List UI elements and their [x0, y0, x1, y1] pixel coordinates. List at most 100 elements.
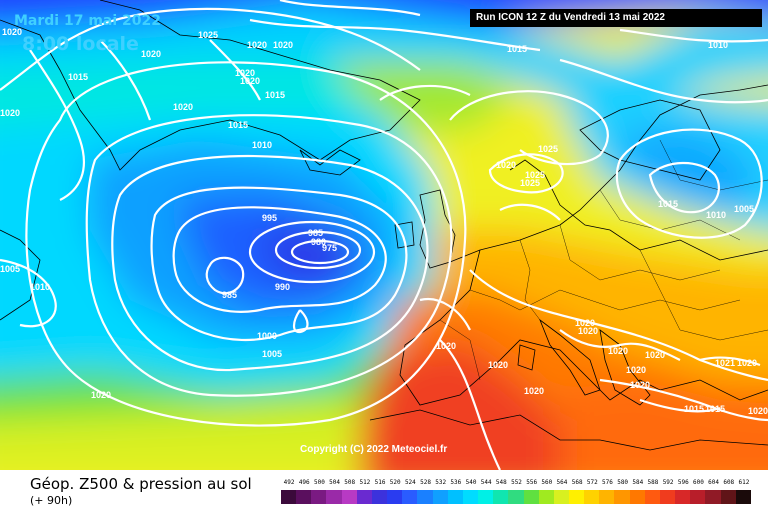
isobar-label: 1020 — [524, 386, 544, 396]
isobar-label: 995 — [262, 213, 277, 223]
scale-swatch — [599, 490, 615, 504]
isobar-label: 1020 — [578, 326, 598, 336]
isobar-label: 1010 — [708, 40, 728, 50]
scale-swatch — [508, 490, 524, 504]
model-run-label: Run ICON 12 Z du Vendredi 13 mai 2022 — [470, 9, 762, 27]
scale-swatch — [690, 490, 706, 504]
isobar-label: 1020 — [488, 360, 508, 370]
scale-swatch — [462, 490, 479, 504]
isobar-label: 1010 — [30, 282, 50, 292]
scale-swatch — [371, 490, 388, 504]
isobar-label: 1020 — [0, 108, 20, 118]
scale-swatch — [720, 490, 736, 504]
color-scale-ticks: 492 496 500 504 508 512 516 520 524 528 532 536 540 5… — [281, 479, 751, 489]
scale-swatch — [659, 490, 676, 504]
isobar-label: 975 — [322, 243, 337, 253]
scale-swatch — [629, 490, 645, 504]
scale-tick-label: 496 — [298, 479, 310, 486]
scale-tick-label: 520 — [389, 479, 401, 486]
scale-tick-label: 504 — [329, 479, 340, 486]
isobar-label: 1020 — [608, 346, 628, 356]
isobar-label: 1015 — [705, 404, 725, 414]
valid-date: Mardi 17 mai 2022 — [14, 13, 162, 29]
isobar-label: 1015 — [68, 72, 88, 82]
isobar-label: 1025 — [520, 178, 540, 188]
isobar-label: 985 — [308, 228, 323, 238]
scale-swatch — [432, 490, 448, 504]
valid-time: 8:00 locale — [22, 33, 139, 55]
isobar-label: 1020 — [626, 365, 646, 375]
scale-swatch — [447, 490, 463, 504]
isobar-label: 1020 — [645, 350, 665, 360]
scale-tick-label: 492 — [283, 479, 295, 486]
isobar-label: 1020 — [273, 40, 293, 50]
scale-swatch — [387, 490, 403, 504]
scale-tick-label: 596 — [677, 479, 689, 486]
scale-tick-label: 508 — [344, 479, 356, 486]
isobar-label: 1020 — [247, 40, 267, 50]
isobar-label: 1000 — [257, 331, 277, 341]
scale-tick-label: 500 — [313, 479, 325, 486]
scale-tick-label: 552 — [511, 479, 522, 486]
isobar-label: 990 — [275, 282, 290, 292]
scale-swatch — [735, 490, 751, 504]
isobar-label: 1010 — [252, 140, 272, 150]
isobar-label: 1025 — [525, 170, 545, 180]
scale-tick-label: 556 — [526, 479, 538, 486]
scale-tick-label: 584 — [632, 479, 644, 486]
scale-swatch — [402, 490, 418, 504]
scale-tick-label: 576 — [602, 479, 613, 486]
isobar-label: 1020 — [91, 390, 111, 400]
scale-swatch — [644, 490, 660, 504]
isobar-label: 1005 — [0, 264, 20, 274]
scale-swatch — [326, 490, 342, 504]
product-title: Géop. Z500 & pression au sol — [30, 475, 252, 493]
scale-tick-label: 528 — [420, 479, 431, 486]
isobar-label: 1015 — [265, 90, 285, 100]
scale-tick-label: 608 — [723, 479, 735, 486]
scale-tick-label: 524 — [404, 479, 416, 486]
scale-tick-label: 604 — [708, 479, 720, 486]
isobar-labels: 1020 1025 1015 1010 1020 1020 1020 1020 … — [0, 27, 768, 416]
isobars — [0, 0, 768, 470]
isobar-label: 1021 — [715, 358, 735, 368]
isobar-label: 980 — [311, 237, 326, 247]
isobar-label: 1010 — [706, 210, 726, 220]
isobar-label: 1020 — [575, 318, 595, 328]
scale-tick-label: 548 — [495, 479, 507, 486]
scale-swatch — [281, 490, 297, 504]
isobar-label: 1020 — [748, 406, 768, 416]
isobar-label: 985 — [222, 290, 237, 300]
scale-swatch — [584, 490, 600, 504]
scale-tick-label: 532 — [435, 479, 447, 486]
isobar-label: 1020 — [240, 76, 260, 86]
copyright-notice: Copyright (C) 2022 Meteociel.fr — [300, 444, 448, 455]
scale-swatch — [493, 490, 509, 504]
scale-swatch — [538, 490, 554, 504]
isobar-label: 1015 — [228, 120, 248, 130]
scale-swatch — [568, 490, 585, 504]
legend-footer: Géop. Z500 & pression au sol (+ 90h) 492… — [0, 470, 768, 512]
scale-swatch — [478, 490, 494, 504]
isobar-label: 1020 — [173, 102, 193, 112]
z500-color-field — [0, 0, 768, 470]
scale-swatch — [417, 490, 433, 504]
scale-tick-label: 580 — [617, 479, 629, 486]
scale-swatch — [311, 490, 327, 504]
isobar-label: 1015 — [507, 44, 527, 54]
scale-swatch — [341, 490, 357, 504]
forecast-hour: (+ 90h) — [30, 494, 73, 507]
color-scale-bar — [281, 490, 751, 504]
isobar-label: 1005 — [734, 204, 754, 214]
scale-tick-label: 516 — [374, 479, 386, 486]
isobar-label: 1020 — [141, 49, 161, 59]
scale-tick-label: 612 — [738, 479, 750, 486]
scale-tick-label: 592 — [662, 479, 674, 486]
scale-tick-label: 600 — [693, 479, 704, 486]
isobar-label: 1020 — [496, 160, 516, 170]
isobar-label: 1025 — [198, 30, 218, 40]
isobar-label: 1005 — [262, 349, 282, 359]
scale-tick-label: 568 — [571, 479, 583, 486]
scale-tick-label: 540 — [465, 479, 477, 486]
